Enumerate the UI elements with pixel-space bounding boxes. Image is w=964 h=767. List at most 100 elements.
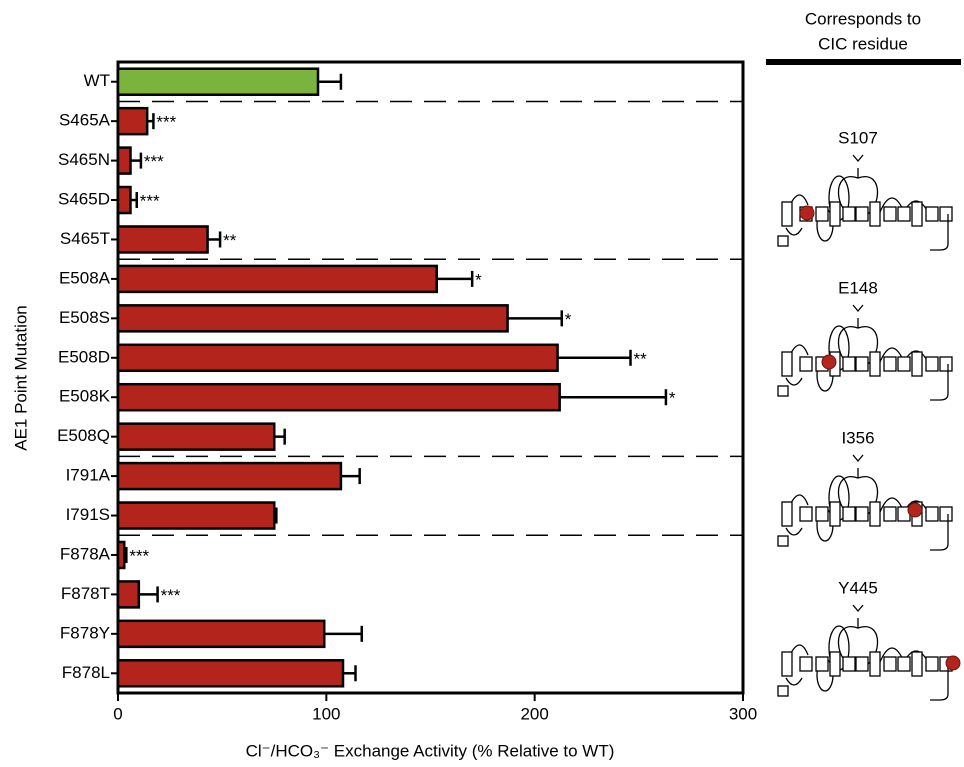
helix xyxy=(816,657,828,671)
topology-diagram xyxy=(778,455,952,550)
y-tick-label: S465D xyxy=(58,190,110,209)
topology-diagram xyxy=(778,305,952,400)
y-tick-label: E508D xyxy=(58,347,110,366)
x-tick-label: 200 xyxy=(520,704,548,723)
topology-diagram xyxy=(778,155,952,250)
significance-label: *** xyxy=(156,113,176,132)
significance-label: ** xyxy=(634,349,648,368)
y-tick-label: I791S xyxy=(66,505,110,524)
bar xyxy=(118,621,324,647)
helix xyxy=(830,202,840,226)
bar xyxy=(118,305,508,331)
helix xyxy=(816,207,828,221)
helix xyxy=(816,507,828,521)
helix xyxy=(856,357,868,371)
significance-label: * xyxy=(669,389,676,408)
plot-frame xyxy=(118,62,743,693)
bar xyxy=(118,503,274,529)
bar xyxy=(118,69,318,95)
significance-label: ** xyxy=(223,231,237,250)
helix xyxy=(843,507,855,521)
residue-dot xyxy=(908,503,922,517)
y-tick-label: S465A xyxy=(59,111,111,130)
y-axis-label: AE1 Point Mutation xyxy=(11,305,30,451)
bar xyxy=(118,384,560,410)
y-tick-label: E508S xyxy=(59,308,110,327)
helix xyxy=(782,352,792,376)
y-tick-label: F878T xyxy=(61,584,110,603)
side-rule xyxy=(766,59,961,65)
residue-dot xyxy=(946,656,960,670)
y-tick-label: E508A xyxy=(59,268,111,287)
helix xyxy=(884,357,896,371)
bar xyxy=(118,345,558,371)
helix xyxy=(782,202,792,226)
residue-label: Y445 xyxy=(838,578,878,597)
bar xyxy=(118,226,208,252)
helix xyxy=(870,652,880,676)
y-tick-label: F878Y xyxy=(60,623,110,642)
terminus xyxy=(778,236,788,246)
significance-label: *** xyxy=(161,586,181,605)
side-title: CIC residue xyxy=(818,34,908,53)
helix xyxy=(870,202,880,226)
helix xyxy=(830,652,840,676)
side-title: Corresponds to xyxy=(805,9,921,28)
bar xyxy=(118,108,147,134)
helix xyxy=(856,657,868,671)
helix xyxy=(782,652,792,676)
helix xyxy=(926,507,938,521)
y-tick-label: I791A xyxy=(66,466,111,485)
x-tick-label: 300 xyxy=(729,704,757,723)
bar xyxy=(118,463,341,489)
bar xyxy=(118,542,124,568)
helix xyxy=(843,207,855,221)
bar xyxy=(118,424,274,450)
helix xyxy=(898,357,910,371)
y-tick-label: F878L xyxy=(62,663,110,682)
bar xyxy=(118,581,139,607)
helix xyxy=(926,357,938,371)
helix xyxy=(870,502,880,526)
helix xyxy=(926,657,938,671)
helix xyxy=(856,207,868,221)
x-tick-label: 0 xyxy=(113,704,122,723)
residue-dot xyxy=(822,355,836,369)
y-tick-label: S465T xyxy=(60,229,110,248)
helix xyxy=(800,657,812,671)
helix xyxy=(856,507,868,521)
helix xyxy=(940,507,952,521)
residue-label: S107 xyxy=(838,128,878,147)
helix xyxy=(870,352,880,376)
x-tick-label: 100 xyxy=(312,704,340,723)
terminus xyxy=(778,386,788,396)
helix xyxy=(912,652,922,676)
residue-label: I356 xyxy=(841,428,874,447)
significance-label: *** xyxy=(140,192,160,211)
helix xyxy=(884,657,896,671)
helix xyxy=(884,507,896,521)
topology-diagram xyxy=(778,605,952,700)
bar xyxy=(118,148,131,174)
bar xyxy=(118,660,343,686)
helix xyxy=(843,357,855,371)
y-tick-label: E508K xyxy=(59,387,111,406)
helix xyxy=(912,202,922,226)
y-tick-label: F878A xyxy=(60,544,111,563)
chart: Cl⁻/HCO₃⁻ Exchange Activity (% Relative … xyxy=(0,0,964,767)
helix xyxy=(926,207,938,221)
terminus xyxy=(778,536,788,546)
helix xyxy=(898,207,910,221)
significance-label: *** xyxy=(129,546,149,565)
helix xyxy=(940,207,952,221)
helix xyxy=(912,352,922,376)
y-tick-label: S465N xyxy=(58,150,110,169)
helix xyxy=(800,357,812,371)
helix xyxy=(884,207,896,221)
helix xyxy=(898,657,910,671)
residue-label: E148 xyxy=(838,278,878,297)
residue-dot xyxy=(800,206,814,220)
significance-label: *** xyxy=(144,152,164,171)
y-tick-label: E508Q xyxy=(57,426,110,445)
significance-label: * xyxy=(565,310,572,329)
